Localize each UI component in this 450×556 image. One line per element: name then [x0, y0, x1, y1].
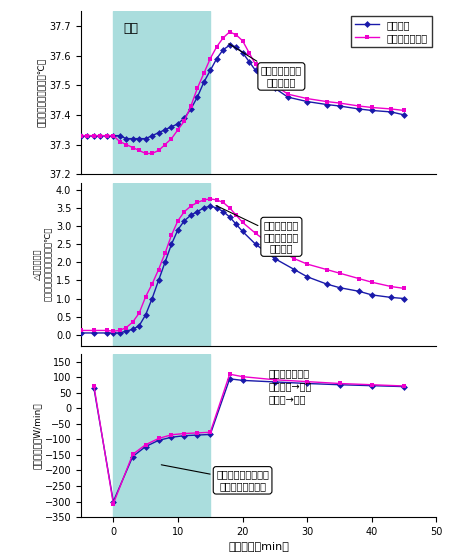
Text: ＜熱移動経路＞
＋：皮膚→空気
－：湯→皮膚: ＜熱移動経路＞ ＋：皮膚→空気 －：湯→皮膚	[269, 368, 312, 404]
Text: マイクロ気泡
浴の方が上昇
量が多い: マイクロ気泡 浴の方が上昇 量が多い	[216, 206, 299, 254]
Legend: さら湯浴, マイクロ気泡浴: さら湯浴, マイクロ気泡浴	[351, 16, 432, 47]
Bar	[113, 182, 210, 346]
Y-axis label: 腹部熱流量（W/min）: 腹部熱流量（W/min）	[33, 402, 42, 469]
Text: 入浴: 入浴	[123, 22, 138, 35]
Text: マイクロ気泡浴の方
が熱移動量が多い: マイクロ気泡浴の方 が熱移動量が多い	[161, 465, 269, 491]
Y-axis label: △腹部皮膚温
（入浴前からの変化量）（℃）: △腹部皮膚温 （入浴前からの変化量）（℃）	[34, 227, 53, 301]
Y-axis label: 体内温度（鼓膜温）（℃）: 体内温度（鼓膜温）（℃）	[38, 58, 47, 127]
Bar	[113, 11, 210, 174]
X-axis label: 経過時間（min）: 経過時間（min）	[228, 541, 289, 551]
Text: マイクロ気泡浴
の方が高い: マイクロ気泡浴 の方が高い	[229, 44, 302, 87]
Bar	[113, 354, 210, 517]
